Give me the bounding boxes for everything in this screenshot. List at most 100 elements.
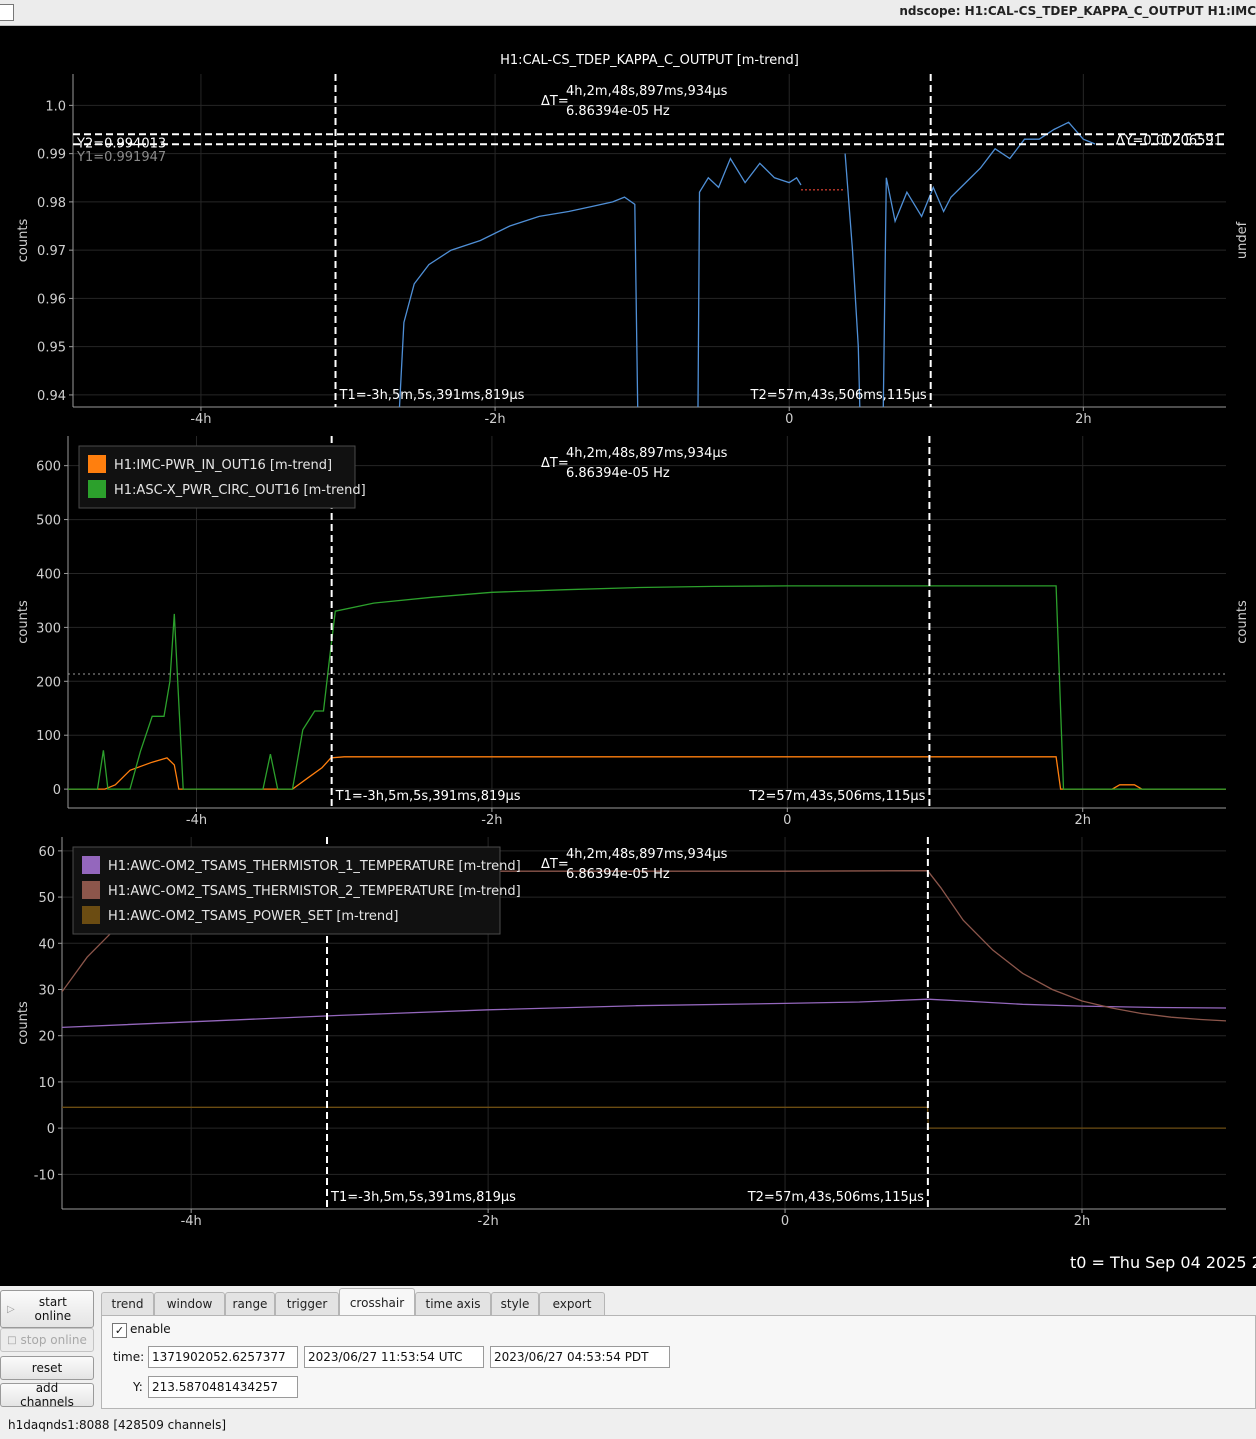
y-axis-label-right: undef (1235, 221, 1250, 259)
y-tick-label: 300 (36, 621, 61, 636)
x-tick-label: 2h (1075, 412, 1092, 427)
legend-swatch (82, 906, 100, 924)
play-icon: ▷ (7, 1303, 15, 1315)
tab-export[interactable]: export (539, 1292, 605, 1315)
enable-label: enable (130, 1322, 171, 1336)
series-line (68, 585, 1226, 790)
t2-cursor-label: T2=57m,43s,506ms,115µs (750, 388, 927, 403)
window-titlebar: ndscope: H1:CAL-CS_TDEP_KAPPA_C_OUTPUT H… (0, 0, 1256, 26)
window-menu-button[interactable] (0, 4, 14, 21)
t2-cursor-label: T2=57m,43s,506ms,115µs (747, 1190, 924, 1205)
tab-window[interactable]: window (154, 1292, 225, 1315)
y-tick-label: 1.0 (45, 99, 66, 114)
y-tick-label: 0.96 (37, 292, 66, 307)
t1-cursor-label: T1=-3h,5m,5s,391ms,819µs (339, 388, 525, 403)
series-line (68, 756, 1226, 790)
y-tick-label: 0.97 (37, 244, 66, 259)
legend-swatch (88, 455, 106, 473)
delta-f-value: 6.86394e-05 Hz (566, 867, 670, 882)
x-tick-label: -4h (190, 412, 211, 427)
time-label: time: (113, 1350, 145, 1364)
y-tick-label: 600 (36, 460, 61, 475)
series-line (62, 1106, 1226, 1129)
y-tick-label: 40 (38, 937, 55, 952)
y-tick-label: 0 (47, 1122, 55, 1137)
status-bar: h1daqnds1:8088 [428509 channels] (8, 1418, 227, 1432)
tab-trend[interactable]: trend (101, 1292, 154, 1315)
y-tick-label: 10 (38, 1076, 55, 1091)
reset-button[interactable]: reset (0, 1356, 94, 1380)
delta-t-value: 4h,2m,48s,897ms,934µs (566, 847, 728, 862)
plot-tsams[interactable]: -4h -2h 0 2h 60 50 40 30 20 10 0 -10 counts T1=-3h,5m… (16, 837, 1226, 1229)
enable-checkbox[interactable]: ✓ (112, 1323, 127, 1338)
tab-range[interactable]: range (225, 1292, 275, 1315)
x-tick-label: -4h (181, 1214, 202, 1229)
delta-t-label: ΔT= (541, 456, 569, 471)
add-channels-button[interactable]: add channels (0, 1381, 94, 1409)
plot-title: H1:CAL-CS_TDEP_KAPPA_C_OUTPUT [m-trend] (500, 53, 799, 68)
stop-online-label: stop online (20, 1333, 87, 1347)
start-online-label: start online (34, 1295, 72, 1323)
x-tick-label: -4h (186, 813, 207, 828)
legend-entry: H1:AWC-OM2_TSAMS_POWER_SET [m-trend] (108, 909, 398, 924)
series-line (398, 196, 639, 407)
window-title: ndscope: H1:CAL-CS_TDEP_KAPPA_C_OUTPUT H… (899, 4, 1256, 18)
y-tick-label: -10 (34, 1168, 55, 1183)
t1-cursor-label: T1=-3h,5m,5s,391ms,819µs (330, 1190, 516, 1205)
plot-area[interactable]: -4h -2h 0 2h 1.0 0.99 0.98 0.97 0.96 0.95 0.94 coun… (0, 26, 1256, 1286)
y-tick-label: 0.95 (37, 341, 66, 356)
legend-entry: H1:AWC-OM2_TSAMS_THERMISTOR_1_TEMPERATUR… (108, 859, 521, 874)
delta-t-value: 4h,2m,48s,897ms,934µs (566, 446, 728, 461)
y-axis-label: counts (16, 1001, 31, 1045)
y-tick-label: 50 (38, 891, 55, 906)
crosshair-panel: ✓ enable time: Y: (101, 1315, 1256, 1409)
stop-online-button[interactable]: □ stop online (0, 1328, 94, 1352)
delta-f-value: 6.86394e-05 Hz (566, 466, 670, 481)
y-axis-label: counts (16, 600, 31, 644)
time-utc-field[interactable] (304, 1346, 484, 1368)
legend-swatch (82, 856, 100, 874)
time-local-field[interactable] (490, 1346, 670, 1368)
legend-box (72, 846, 501, 935)
delta-f-value: 6.86394e-05 Hz (566, 104, 670, 119)
t0-label: t0 = Thu Sep 04 2025 21:0 (1070, 1253, 1256, 1272)
series-line (882, 121, 1096, 407)
plot-kappa-c[interactable]: -4h -2h 0 2h 1.0 0.99 0.98 0.97 0.96 0.95 0.94 coun… (16, 53, 1250, 427)
y-tick-label: 200 (36, 675, 61, 690)
legend-box (78, 445, 356, 509)
y-tick-label: 0.94 (37, 389, 66, 404)
legend-swatch (88, 480, 106, 498)
control-panel: ▷ start online □ stop online reset add cha… (0, 1286, 1256, 1439)
delta-y-label: ΔY=0.00206591 (1116, 133, 1222, 148)
plot-power[interactable]: -4h -2h 0 2h 600 500 400 300 200 100 0 counts counts… (16, 436, 1250, 828)
x-tick-label: -2h (484, 412, 505, 427)
legend-entry: H1:ASC-X_PWR_CIRC_OUT16 [m-trend] (114, 483, 366, 498)
y2-cursor-label: Y2=0.994013 (76, 136, 166, 151)
y-label: Y: (133, 1380, 143, 1394)
t2-cursor-label: T2=57m,43s,506ms,115µs (748, 789, 925, 804)
legend-swatch (82, 881, 100, 899)
tab-style[interactable]: style (491, 1292, 539, 1315)
time-gps-field[interactable] (148, 1346, 298, 1368)
x-tick-label: 0 (783, 813, 791, 828)
x-tick-label: -2h (478, 1214, 499, 1229)
legend-entry: H1:IMC-PWR_IN_OUT16 [m-trend] (114, 458, 332, 473)
series-line (62, 998, 1226, 1029)
x-tick-label: -2h (481, 813, 502, 828)
x-tick-label: 2h (1074, 813, 1091, 828)
x-tick-label: 0 (781, 1214, 789, 1229)
y-axis-label: counts (16, 219, 31, 263)
delta-t-label: ΔT= (541, 857, 569, 872)
legend-entry: H1:AWC-OM2_TSAMS_THERMISTOR_2_TEMPERATUR… (108, 884, 521, 899)
start-online-button[interactable]: ▷ start online (0, 1290, 94, 1328)
tab-crosshair[interactable]: crosshair (339, 1288, 415, 1317)
y-tick-label: 20 (38, 1030, 55, 1045)
y-axis-label-right: counts (1235, 600, 1250, 644)
stop-icon: □ (7, 1334, 17, 1346)
y-tick-label: 30 (38, 983, 55, 998)
y-value-field[interactable] (148, 1376, 298, 1398)
tab-time-axis[interactable]: time axis (415, 1292, 491, 1315)
x-tick-label: 0 (785, 412, 793, 427)
series-line (844, 153, 861, 407)
tab-trigger[interactable]: trigger (275, 1292, 339, 1315)
